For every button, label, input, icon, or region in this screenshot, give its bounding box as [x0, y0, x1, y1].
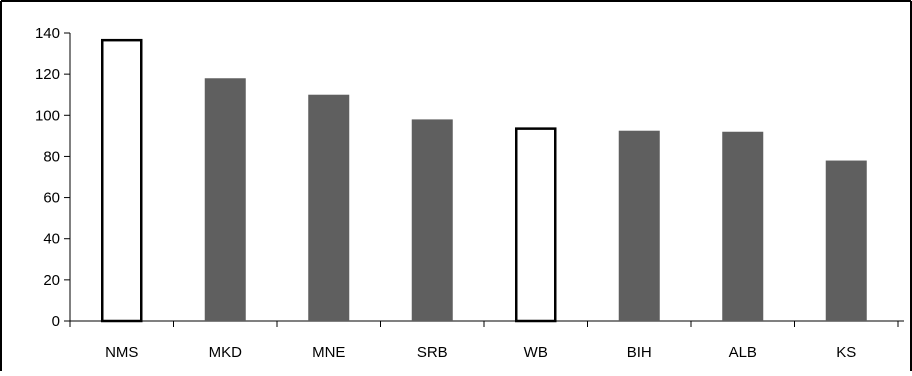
bar-wb — [515, 127, 557, 323]
x-tick-label: KS — [836, 344, 856, 361]
x-tick-label: BIH — [627, 344, 652, 361]
bar-bih — [618, 130, 660, 321]
bar-mne — [308, 94, 350, 321]
y-tick-label: 0 — [52, 313, 60, 330]
bars — [101, 38, 867, 323]
tick-labels: 0 20 40 60 80 100 120 140 NMS MKD MNE SRB WB BIH ALB KS — [35, 25, 856, 361]
x-tick-label: MKD — [209, 344, 243, 361]
x-tick-label: WB — [524, 344, 548, 361]
x-tick-label: NMS — [105, 344, 138, 361]
x-tick-label: SRB — [417, 344, 448, 361]
y-tick-label: 40 — [43, 231, 60, 248]
y-tick-label: 80 — [43, 148, 60, 165]
bar-ks — [825, 160, 867, 321]
y-tick-label: 60 — [43, 190, 60, 207]
y-tick-label: 120 — [35, 66, 60, 83]
bar-srb — [411, 119, 453, 322]
bar-nms — [101, 38, 143, 323]
bar-mkd — [204, 78, 246, 321]
y-tick-label: 140 — [35, 25, 60, 42]
y-tick-label: 100 — [35, 107, 60, 124]
y-tick-label: 20 — [43, 272, 60, 289]
x-tick-label: ALB — [729, 344, 757, 361]
x-tick-label: MNE — [312, 344, 345, 361]
axes — [64, 32, 904, 327]
bar-alb — [722, 131, 764, 321]
